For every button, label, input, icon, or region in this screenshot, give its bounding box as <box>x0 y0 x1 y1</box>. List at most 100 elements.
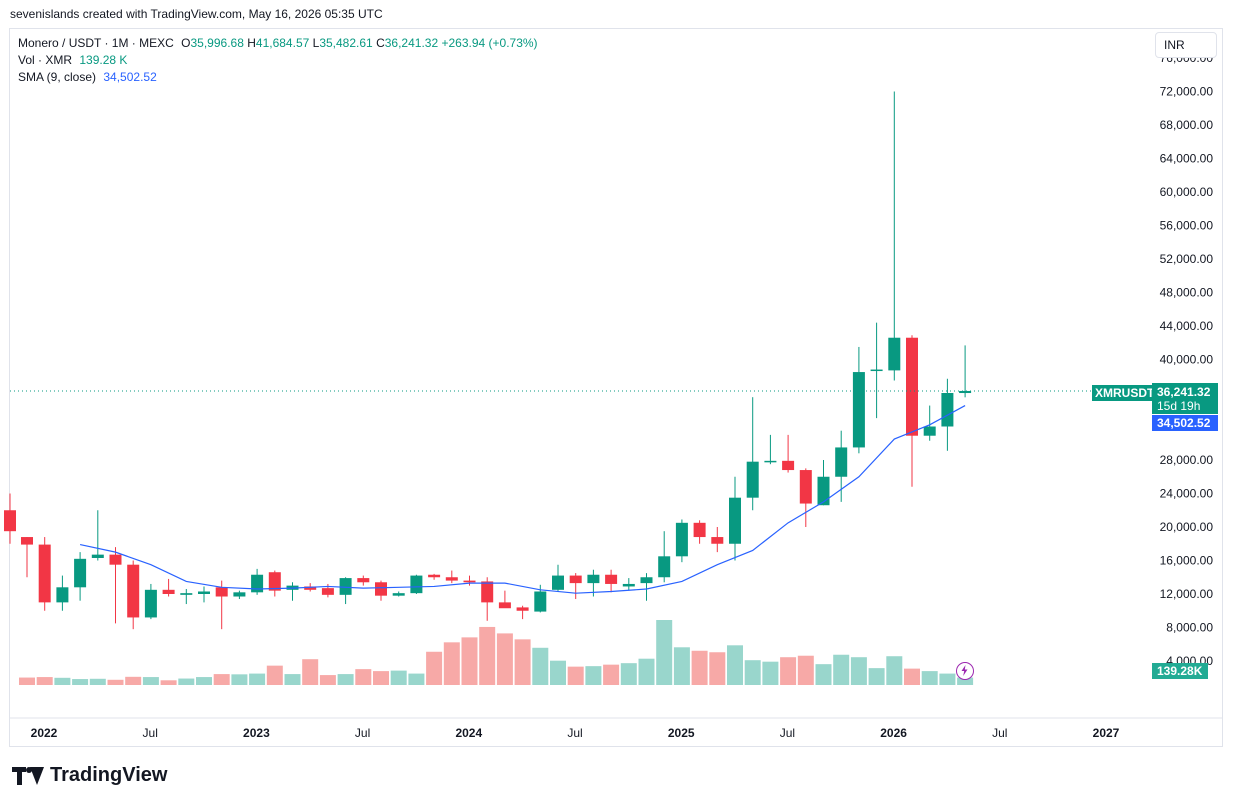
volume-bar <box>19 677 35 685</box>
volume-bar <box>567 666 584 685</box>
candle[interactable] <box>799 468 812 527</box>
candle[interactable] <box>144 583 157 620</box>
candle[interactable] <box>91 510 104 561</box>
candle[interactable] <box>569 573 582 600</box>
candle-body <box>799 470 812 504</box>
time-axis-label: Jul <box>780 726 795 740</box>
candle[interactable] <box>162 578 175 597</box>
candle-body <box>180 593 193 595</box>
candle[interactable] <box>516 605 529 620</box>
candle[interactable] <box>180 588 193 605</box>
candle[interactable] <box>817 460 830 506</box>
candle[interactable] <box>693 520 706 544</box>
candle[interactable] <box>251 568 264 595</box>
candle[interactable] <box>923 405 936 441</box>
candle[interactable] <box>286 582 299 601</box>
candle-body <box>746 461 759 498</box>
time-axis-label: Jul <box>143 726 158 740</box>
candle[interactable] <box>622 578 635 591</box>
candle-body <box>4 510 16 532</box>
volume-bar <box>709 652 726 685</box>
candle[interactable] <box>74 552 87 601</box>
candle[interactable] <box>764 434 777 465</box>
volume-bar <box>231 674 248 685</box>
volume-bar <box>585 666 602 685</box>
volume-bar <box>833 654 850 685</box>
candle-body <box>870 369 883 372</box>
candle[interactable] <box>552 564 564 592</box>
candle[interactable] <box>481 577 494 621</box>
candle[interactable] <box>711 527 724 553</box>
candle[interactable] <box>658 531 671 583</box>
price-axis-label: 20,000.00 <box>1160 520 1214 534</box>
candle[interactable] <box>729 476 741 561</box>
candle[interactable] <box>339 577 352 605</box>
candle[interactable] <box>746 397 759 511</box>
candle[interactable] <box>215 580 228 630</box>
volume-bar <box>373 671 389 685</box>
legend-symbol[interactable]: Monero / USDT · 1M · MEXC <box>18 36 174 50</box>
legend-volume-label[interactable]: Vol · XMR <box>18 53 73 67</box>
candle-body <box>428 574 441 578</box>
candle[interactable] <box>852 346 865 454</box>
candle-body <box>268 572 281 591</box>
candle[interactable] <box>410 574 423 594</box>
candle[interactable] <box>233 590 246 600</box>
candle[interactable] <box>605 569 618 593</box>
candle[interactable] <box>428 573 441 580</box>
candle[interactable] <box>38 537 51 611</box>
volume-bar <box>939 673 956 685</box>
legend-change: +263.94 (+0.73%) <box>441 36 538 50</box>
candle-body <box>127 564 140 618</box>
legend-sma-label[interactable]: SMA (9, close) <box>18 70 97 84</box>
candle-body <box>852 372 865 448</box>
candle[interactable] <box>357 575 370 586</box>
price-axis: 76,000.0072,000.0068,000.0064,000.0060,0… <box>1160 51 1214 668</box>
candle[interactable] <box>21 537 33 578</box>
candle[interactable] <box>109 547 122 624</box>
candle[interactable] <box>392 591 405 597</box>
candle[interactable] <box>498 590 511 609</box>
candle[interactable] <box>4 493 16 544</box>
candle[interactable] <box>888 91 901 381</box>
candle-body <box>162 589 175 594</box>
volume-bar <box>850 657 867 685</box>
volume-bar <box>213 674 230 685</box>
candle-body <box>941 393 954 427</box>
currency-button[interactable]: INR <box>1155 32 1217 58</box>
candle[interactable] <box>906 335 918 487</box>
volume-bar <box>921 671 938 685</box>
legend-high-label: H <box>247 36 256 50</box>
candle-body <box>321 588 334 595</box>
candle[interactable] <box>835 430 848 502</box>
candle[interactable] <box>463 575 476 586</box>
candle[interactable] <box>445 570 458 584</box>
candle-body <box>764 460 777 463</box>
candle-body <box>817 476 830 506</box>
volume-bar <box>638 658 655 685</box>
volume-bar <box>620 663 637 685</box>
candle[interactable] <box>959 345 972 398</box>
time-axis-label: 2023 <box>243 726 270 740</box>
candle[interactable] <box>640 573 653 601</box>
candle[interactable] <box>268 570 281 597</box>
candle[interactable] <box>198 586 210 603</box>
candle-body <box>587 574 600 584</box>
candle[interactable] <box>127 560 140 630</box>
bar-countdown: 15d 19h <box>1157 399 1201 413</box>
candle-body <box>144 589 157 618</box>
volume-bar <box>107 679 124 685</box>
lightning-icon[interactable] <box>956 662 974 680</box>
volume-bar <box>886 656 903 685</box>
candle[interactable] <box>56 575 69 611</box>
volume-bar <box>461 637 478 685</box>
tradingview-logo[interactable]: TradingView <box>12 764 167 787</box>
candle-body <box>375 582 387 596</box>
candle[interactable] <box>782 434 795 473</box>
candle[interactable] <box>375 580 387 601</box>
candle[interactable] <box>675 519 688 563</box>
volume-bar <box>89 678 106 685</box>
time-axis-label: 2026 <box>880 726 907 740</box>
candle[interactable] <box>870 322 883 419</box>
